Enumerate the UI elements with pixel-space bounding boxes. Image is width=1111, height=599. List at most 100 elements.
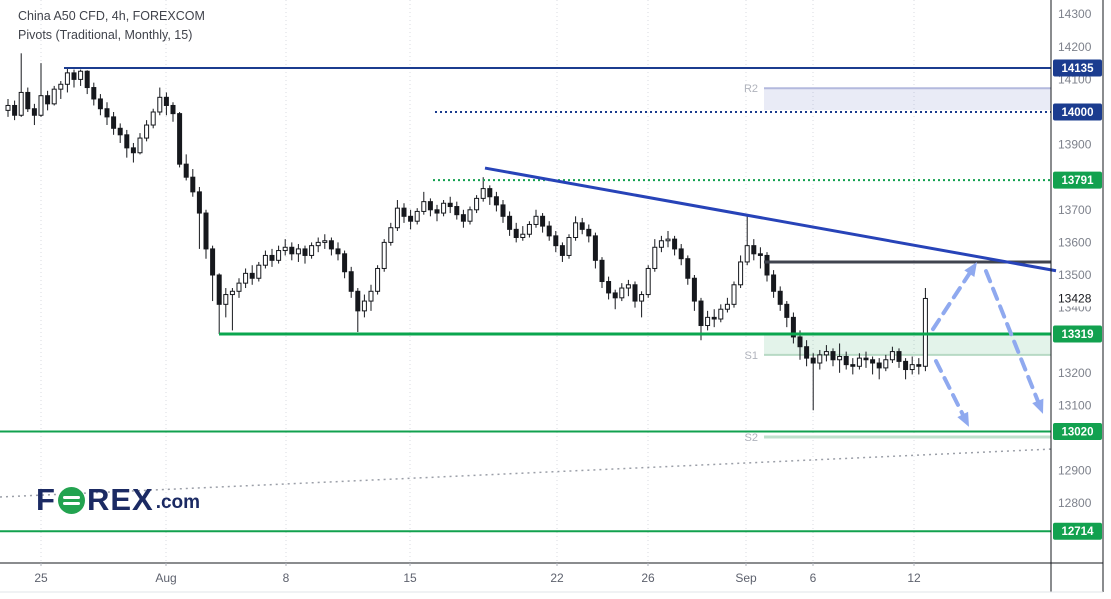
candle[interactable] bbox=[177, 113, 183, 165]
candle[interactable] bbox=[718, 308, 724, 320]
candle[interactable] bbox=[249, 272, 255, 279]
candle[interactable] bbox=[269, 254, 275, 261]
candle[interactable] bbox=[84, 70, 90, 89]
candle[interactable] bbox=[592, 235, 598, 261]
candle[interactable] bbox=[837, 355, 843, 361]
candle[interactable] bbox=[566, 237, 572, 256]
candle[interactable] bbox=[843, 355, 849, 366]
candle[interactable] bbox=[520, 233, 526, 239]
candle[interactable] bbox=[203, 212, 209, 250]
candle[interactable] bbox=[817, 354, 823, 364]
time-axis[interactable]: 25 Aug 8 15 22 26 Sep 6 12 bbox=[34, 563, 921, 585]
candle[interactable] bbox=[25, 91, 31, 110]
candle[interactable] bbox=[698, 300, 704, 327]
candle[interactable] bbox=[256, 264, 262, 279]
candle[interactable] bbox=[625, 284, 631, 289]
candle[interactable] bbox=[282, 246, 288, 252]
candle[interactable] bbox=[559, 245, 565, 256]
candle[interactable] bbox=[685, 258, 691, 279]
candle[interactable] bbox=[922, 297, 928, 367]
candle[interactable] bbox=[302, 248, 308, 256]
candle[interactable] bbox=[619, 287, 625, 299]
candle[interactable] bbox=[691, 277, 697, 302]
candle[interactable] bbox=[526, 223, 532, 235]
candle[interactable] bbox=[546, 225, 552, 237]
candle[interactable] bbox=[5, 104, 11, 111]
candle[interactable] bbox=[97, 98, 103, 110]
candle[interactable] bbox=[916, 364, 922, 367]
candle[interactable] bbox=[163, 96, 169, 106]
candle[interactable] bbox=[309, 245, 315, 256]
candle[interactable] bbox=[500, 204, 506, 217]
candle[interactable] bbox=[540, 215, 546, 227]
trendline-resistance[interactable] bbox=[484, 166, 1057, 273]
price-axis[interactable]: 1430014200141001390013700136001350013400… bbox=[1052, 7, 1102, 540]
candle[interactable] bbox=[665, 238, 671, 242]
candle[interactable] bbox=[711, 316, 717, 320]
candle[interactable] bbox=[262, 254, 268, 266]
candle[interactable] bbox=[731, 284, 737, 305]
candle[interactable] bbox=[896, 351, 902, 362]
candle[interactable] bbox=[467, 209, 473, 222]
candle[interactable] bbox=[889, 351, 895, 361]
candle[interactable] bbox=[645, 267, 651, 296]
candle[interactable] bbox=[243, 272, 249, 284]
candle[interactable] bbox=[533, 215, 539, 225]
candle[interactable] bbox=[368, 290, 374, 302]
candle[interactable] bbox=[355, 290, 361, 312]
candle[interactable] bbox=[579, 222, 585, 230]
candle[interactable] bbox=[111, 116, 117, 129]
candle[interactable] bbox=[606, 281, 612, 294]
candles[interactable] bbox=[5, 53, 928, 411]
candle[interactable] bbox=[427, 201, 433, 211]
candle[interactable] bbox=[361, 300, 367, 312]
candle[interactable] bbox=[210, 248, 216, 276]
candle[interactable] bbox=[45, 95, 51, 105]
candle[interactable] bbox=[460, 214, 466, 222]
candle[interactable] bbox=[229, 290, 235, 296]
candle[interactable] bbox=[870, 359, 876, 364]
indicator-title[interactable]: Pivots (Traditional, Monthly, 15) bbox=[18, 28, 193, 42]
candle[interactable] bbox=[823, 351, 829, 356]
candle[interactable] bbox=[652, 246, 658, 269]
candle[interactable] bbox=[31, 108, 37, 116]
candle[interactable] bbox=[276, 250, 282, 261]
candle[interactable] bbox=[903, 360, 909, 371]
candle[interactable] bbox=[599, 259, 605, 283]
candle[interactable] bbox=[157, 96, 163, 113]
candle[interactable] bbox=[144, 124, 150, 139]
candle[interactable] bbox=[553, 235, 559, 247]
candle[interactable] bbox=[236, 282, 242, 292]
candle[interactable] bbox=[401, 207, 407, 217]
candle[interactable] bbox=[883, 359, 889, 369]
candle[interactable] bbox=[507, 215, 513, 230]
candle[interactable] bbox=[375, 267, 381, 292]
candle[interactable] bbox=[150, 111, 156, 126]
candle[interactable] bbox=[18, 91, 24, 116]
candle[interactable] bbox=[441, 202, 447, 214]
candle[interactable] bbox=[672, 238, 678, 250]
candle[interactable] bbox=[744, 245, 750, 263]
candle[interactable] bbox=[315, 241, 321, 247]
candle[interactable] bbox=[183, 163, 189, 178]
candle[interactable] bbox=[328, 240, 334, 250]
candle[interactable] bbox=[124, 134, 130, 149]
candle[interactable] bbox=[856, 357, 862, 367]
candle[interactable] bbox=[850, 364, 856, 367]
candle[interactable] bbox=[909, 364, 915, 371]
chart-legend[interactable]: China A50 CFD, 4h, FOREXCOM Pivots (Trad… bbox=[18, 7, 205, 45]
candle[interactable] bbox=[777, 290, 783, 305]
candle[interactable] bbox=[130, 147, 136, 154]
candle[interactable] bbox=[394, 207, 400, 229]
candle[interactable] bbox=[381, 241, 387, 269]
candle[interactable] bbox=[784, 303, 790, 318]
candle[interactable] bbox=[295, 248, 301, 255]
candle[interactable] bbox=[751, 245, 757, 255]
candle[interactable] bbox=[64, 72, 70, 85]
projection-arrows[interactable] bbox=[931, 261, 1044, 427]
candle[interactable] bbox=[513, 228, 519, 239]
candle[interactable] bbox=[216, 274, 222, 305]
candle[interactable] bbox=[137, 137, 143, 154]
candle[interactable] bbox=[117, 127, 123, 136]
